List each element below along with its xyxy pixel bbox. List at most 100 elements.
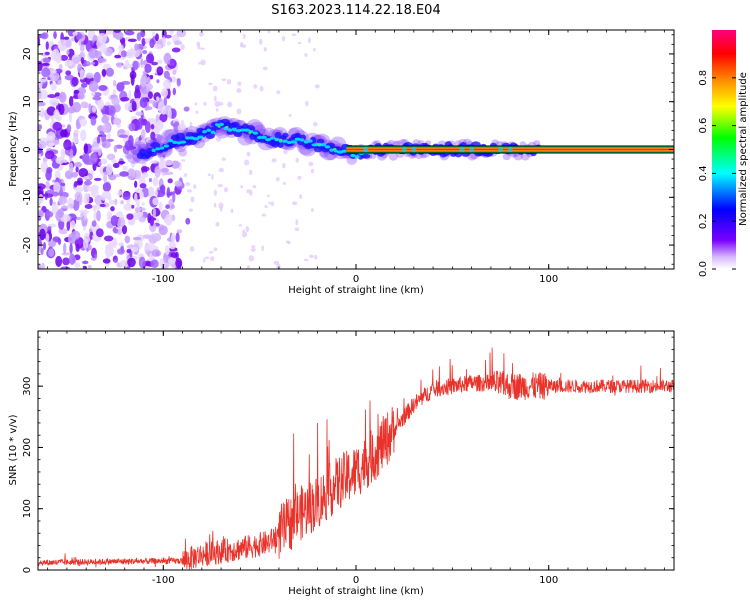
noise-speckle <box>214 101 220 108</box>
noise-blob <box>40 247 44 256</box>
noise-blob <box>175 232 180 243</box>
spectrogram-blobs <box>38 30 320 269</box>
y-tick-label: 10 <box>22 95 33 108</box>
x-tick-label: -100 <box>152 274 175 285</box>
noise-blob <box>83 193 90 205</box>
noise-blob <box>105 163 113 176</box>
noise-blob <box>173 121 180 133</box>
noise-blob <box>58 91 67 103</box>
noise-blob <box>101 194 106 201</box>
noise-speckle <box>218 202 224 209</box>
ridge-peak <box>260 135 267 140</box>
noise-speckle <box>189 246 195 252</box>
noise-blob <box>101 133 107 144</box>
noise-blob <box>38 140 47 149</box>
noise-blob <box>117 248 125 255</box>
noise-blob <box>88 103 92 114</box>
noise-blob <box>144 260 152 267</box>
noise-speckle <box>283 149 288 155</box>
noise-speckle <box>267 30 271 34</box>
noise-blob <box>155 33 159 42</box>
noise-blob <box>132 156 140 162</box>
y-tick-label: -20 <box>22 237 33 253</box>
noise-blob <box>68 96 74 107</box>
noise-blob <box>50 82 57 91</box>
snr-y-axis-label: SNR (10 * v/v) <box>8 414 19 485</box>
noise-speckle <box>226 78 232 85</box>
noise-speckle <box>205 256 210 260</box>
noise-blob <box>111 159 117 164</box>
noise-speckle <box>194 102 198 106</box>
noise-blob <box>59 45 67 51</box>
noise-blob <box>163 70 170 79</box>
noise-speckle <box>314 84 320 89</box>
noise-blob <box>69 243 73 254</box>
noise-blob <box>145 266 151 269</box>
noise-blob <box>54 92 61 97</box>
noise-blob <box>139 191 144 199</box>
noise-blob <box>156 134 163 145</box>
tone-knot <box>507 146 513 153</box>
noise-blob <box>52 121 63 131</box>
noise-blob <box>91 220 97 227</box>
noise-blob <box>65 70 72 76</box>
noise-speckle <box>242 44 246 48</box>
noise-blob <box>47 94 57 99</box>
noise-speckle <box>188 208 193 212</box>
noise-blob <box>171 75 177 83</box>
noise-blob <box>97 99 105 110</box>
ridge-peak <box>202 130 207 134</box>
noise-blob <box>124 63 134 69</box>
noise-blob <box>69 110 73 123</box>
noise-blob <box>151 249 162 257</box>
noise-blob <box>92 204 97 212</box>
noise-blob <box>131 204 135 209</box>
noise-blob <box>151 31 155 37</box>
noise-blob <box>70 220 76 229</box>
noise-blob <box>112 117 122 125</box>
noise-blob <box>38 78 43 90</box>
noise-blob <box>122 165 128 171</box>
noise-blob <box>98 58 107 63</box>
noise-blob <box>110 215 119 227</box>
noise-blob <box>176 30 187 38</box>
noise-blob <box>63 242 67 254</box>
noise-blob <box>84 203 93 210</box>
ridge-peak <box>159 146 165 150</box>
noise-blob <box>38 137 49 142</box>
noise-blob <box>149 38 155 49</box>
noise-blob <box>160 184 166 195</box>
x-tick-label: 0 <box>353 575 359 586</box>
noise-blob <box>170 204 175 209</box>
noise-blob <box>157 101 165 114</box>
noise-blob <box>102 123 111 133</box>
noise-blob <box>83 175 90 180</box>
colorbar-tick-label: 0.2 <box>698 213 709 229</box>
noise-speckle <box>248 169 253 176</box>
noise-blob <box>163 52 172 65</box>
noise-speckle <box>251 245 256 249</box>
noise-blob <box>120 200 124 205</box>
ridge-peak <box>294 137 302 141</box>
noise-blob <box>74 191 83 202</box>
noise-speckle <box>212 85 218 92</box>
noise-speckle <box>309 254 314 259</box>
noise-blob <box>150 160 159 164</box>
noise-blob <box>53 31 57 39</box>
noise-blob <box>49 197 53 206</box>
noise-blob <box>103 171 108 184</box>
noise-blob <box>45 233 50 243</box>
noise-blob <box>112 79 117 87</box>
noise-blob <box>90 187 99 198</box>
ridge-peak-high <box>217 125 221 128</box>
noise-speckle <box>275 177 280 182</box>
noise-speckle <box>208 251 214 254</box>
noise-blob <box>148 177 152 183</box>
ridge-peak <box>282 139 288 143</box>
noise-speckle <box>213 95 217 102</box>
noise-blob <box>92 44 97 48</box>
noise-blob <box>140 138 147 151</box>
noise-blob <box>119 259 130 268</box>
noise-speckle <box>242 33 246 39</box>
noise-speckle <box>313 47 316 52</box>
